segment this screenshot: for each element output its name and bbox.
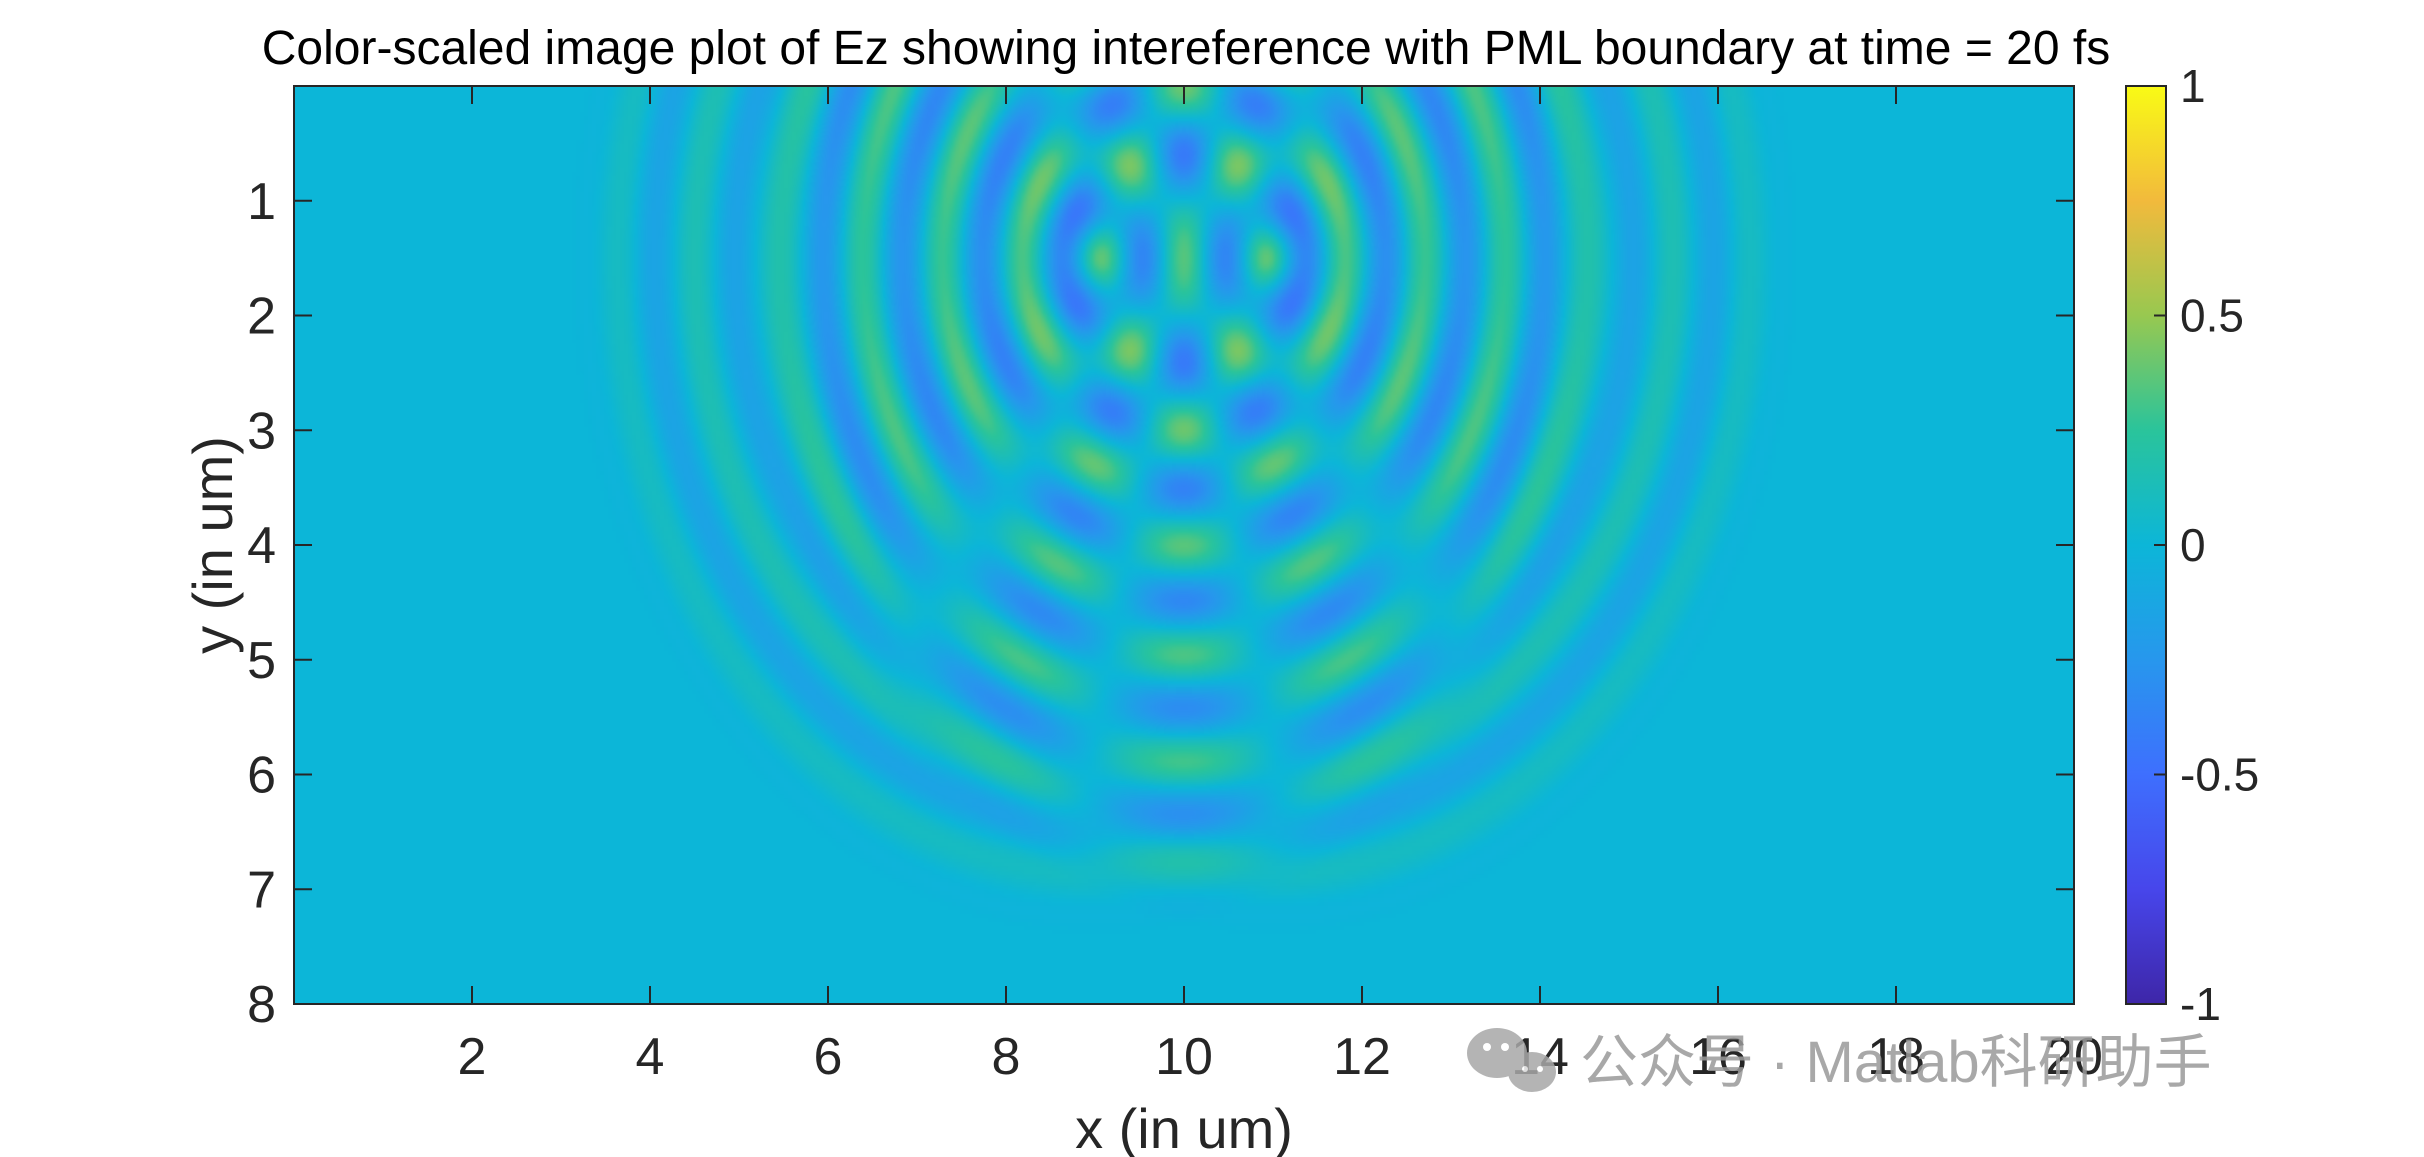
y-tick-label: 8 xyxy=(247,976,276,1034)
heatmap-area xyxy=(293,85,2075,1005)
x-tick-label: 8 xyxy=(992,1028,1021,1086)
wechat-icon xyxy=(1467,1028,1556,1092)
y-tick-label: 6 xyxy=(247,747,276,805)
x-tick-label: 16 xyxy=(1689,1028,1747,1086)
colorbar: 1 0.5 0 -0.5 -1 xyxy=(2125,60,2259,1030)
x-tick-label: 18 xyxy=(1867,1028,1925,1086)
y-tick-label: 3 xyxy=(247,402,276,460)
colorbar-tick-label: 1 xyxy=(2180,60,2206,112)
heatmap-image xyxy=(294,86,2074,1004)
colorbar-tick-label: 0.5 xyxy=(2180,290,2244,342)
x-tick-label: 4 xyxy=(636,1028,665,1086)
x-tick-label: 10 xyxy=(1155,1028,1213,1086)
x-tick-label: 6 xyxy=(814,1028,843,1086)
y-tick-label: 1 xyxy=(247,173,276,231)
y-tick-label: 4 xyxy=(247,517,276,575)
colorbar-tick-label: -1 xyxy=(2180,978,2221,1030)
x-tick-label: 20 xyxy=(2045,1028,2103,1086)
y-tick-label: 5 xyxy=(247,632,276,690)
watermark-text: 公众号 · Matlab科研助手 xyxy=(1580,1030,2212,1095)
x-tick-label: 12 xyxy=(1333,1028,1391,1086)
colorbar-ticks: 1 0.5 0 -0.5 -1 xyxy=(2154,60,2259,1030)
y-axis-ticks: 1 2 3 4 5 6 7 8 xyxy=(247,173,2074,1034)
y-axis-label: y (in um) xyxy=(181,436,244,654)
x-axis-label: x (in um) xyxy=(1075,1097,1293,1157)
y-tick-label: 7 xyxy=(247,861,276,919)
colorbar-tick-label: -0.5 xyxy=(2180,749,2259,801)
watermark: 公众号 · Matlab科研助手 xyxy=(1467,1028,2212,1095)
chart-title: Color-scaled image plot of Ez showing in… xyxy=(262,22,2111,75)
y-tick-label: 2 xyxy=(247,288,276,346)
colorbar-tick-label: 0 xyxy=(2180,519,2206,571)
x-tick-label: 2 xyxy=(458,1028,487,1086)
